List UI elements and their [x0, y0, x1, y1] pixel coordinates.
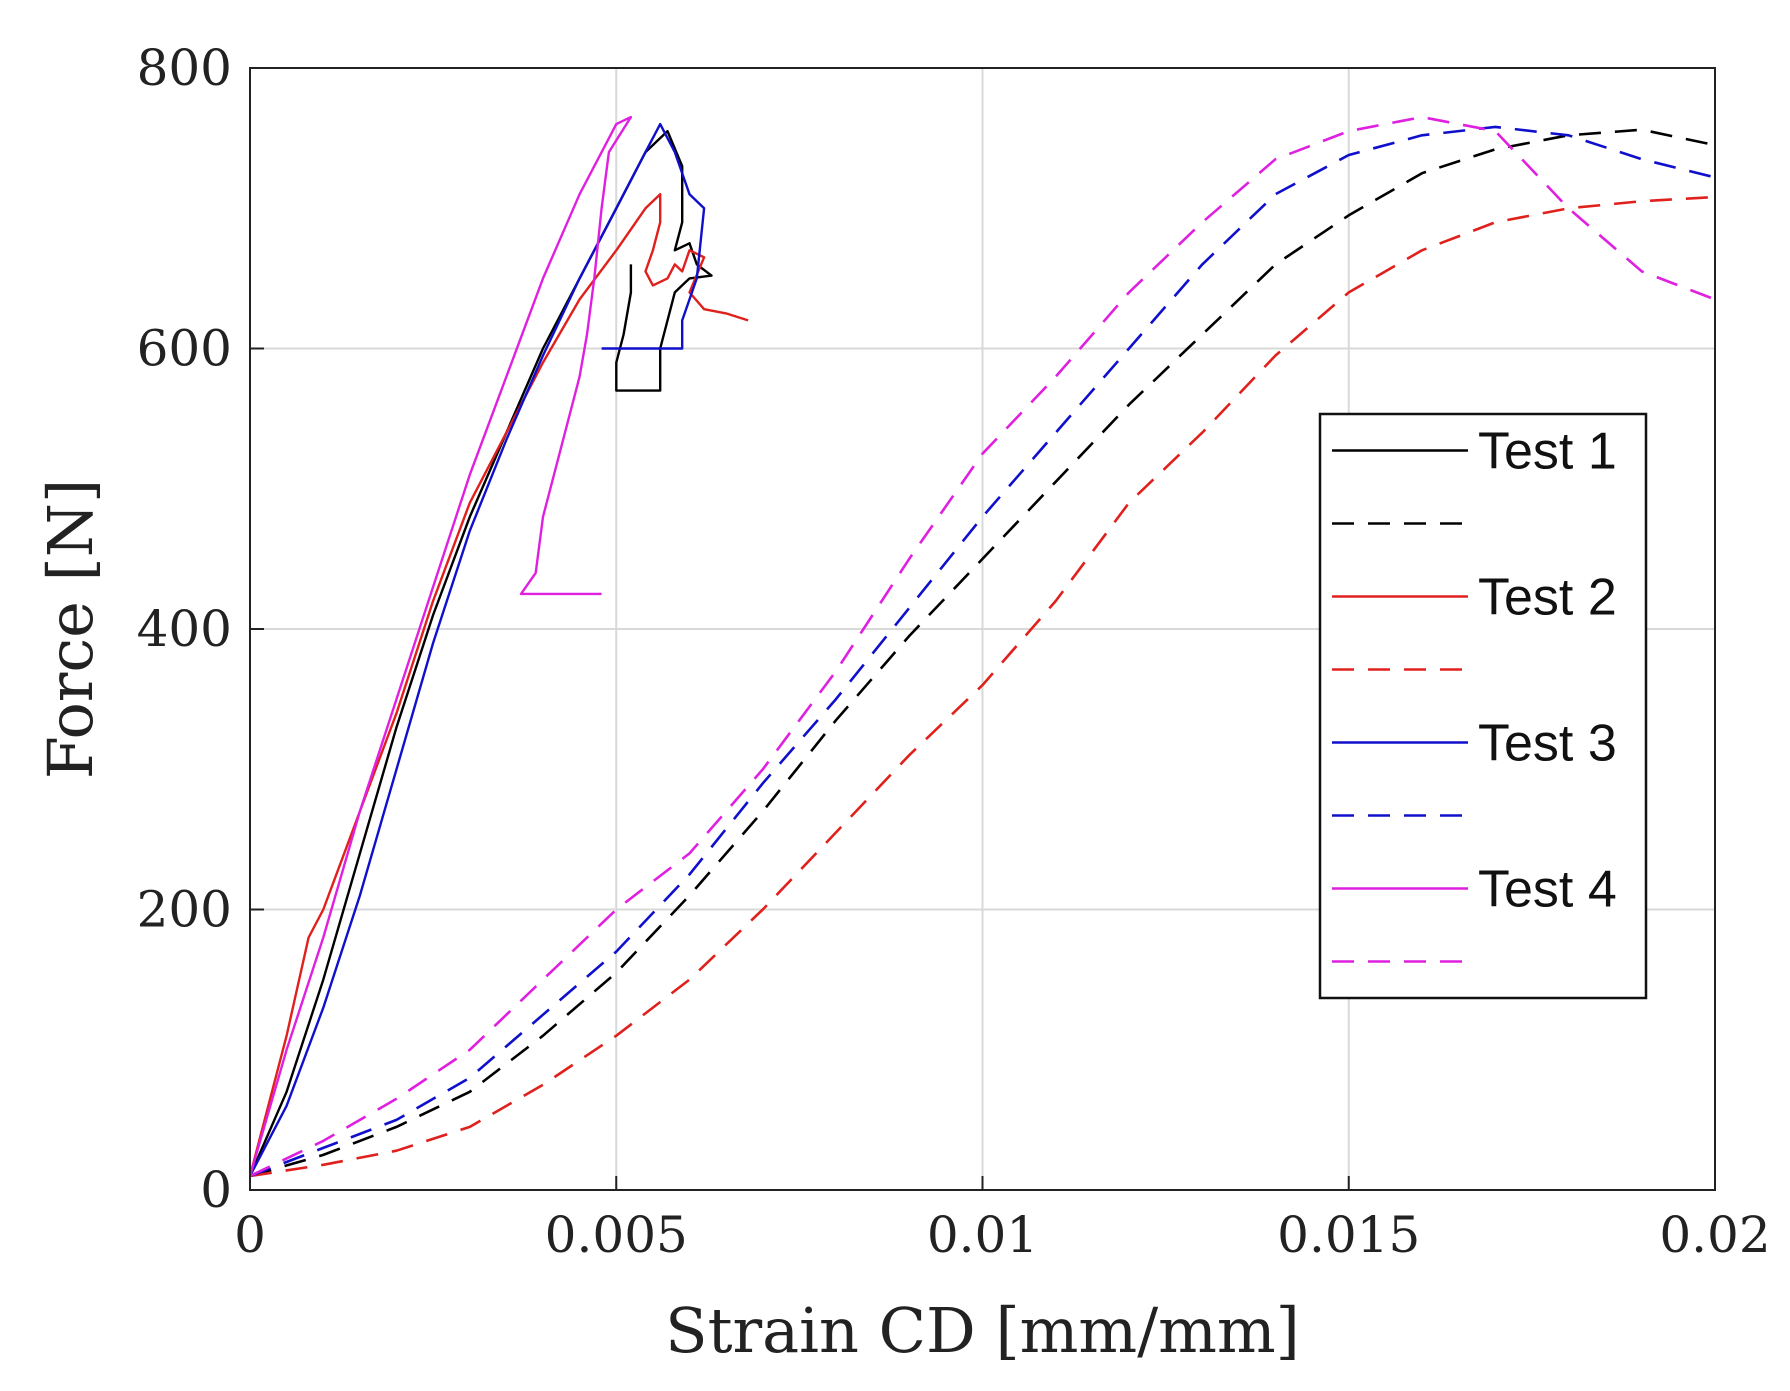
- legend-box: [1318, 412, 1648, 1000]
- ticks: 0 0.005 0.01 0.015 0.02 0 200 400 600 800: [137, 39, 1771, 1264]
- x-tick-label: 0.02: [1659, 1206, 1770, 1264]
- y-tick-label: 800: [137, 39, 232, 97]
- series-line-6: [250, 125, 1715, 1178]
- x-tick-label: 0.01: [927, 1206, 1038, 1264]
- series-line-2: [250, 128, 1715, 1178]
- series-line-7: [250, 115, 633, 1177]
- legend-label: Test 1: [1478, 423, 1617, 481]
- series-line-4: [250, 195, 1715, 1178]
- x-tick-label: 0: [234, 1206, 266, 1264]
- y-tick-label: 400: [137, 600, 232, 658]
- legend: Test 1 Test 2 Test 3 Test 4: [1318, 412, 1648, 1000]
- x-tick-label: 0.015: [1277, 1206, 1420, 1264]
- series-line-1: [250, 129, 713, 1177]
- y-axis-label: Force [N]: [34, 479, 107, 779]
- series-line-8: [250, 115, 1715, 1178]
- y-tick-label: 600: [137, 320, 232, 378]
- y-tick-label: 0: [200, 1161, 232, 1219]
- x-axis-label: Strain CD [mm/mm]: [665, 1294, 1300, 1367]
- legend-label: Test 3: [1478, 715, 1617, 773]
- x-tick-label: 0.005: [545, 1206, 688, 1264]
- legend-label: Test 2: [1478, 569, 1617, 627]
- series-lines: [250, 115, 1715, 1178]
- y-tick-label: 200: [137, 881, 232, 939]
- legend-label: Test 4: [1478, 861, 1617, 919]
